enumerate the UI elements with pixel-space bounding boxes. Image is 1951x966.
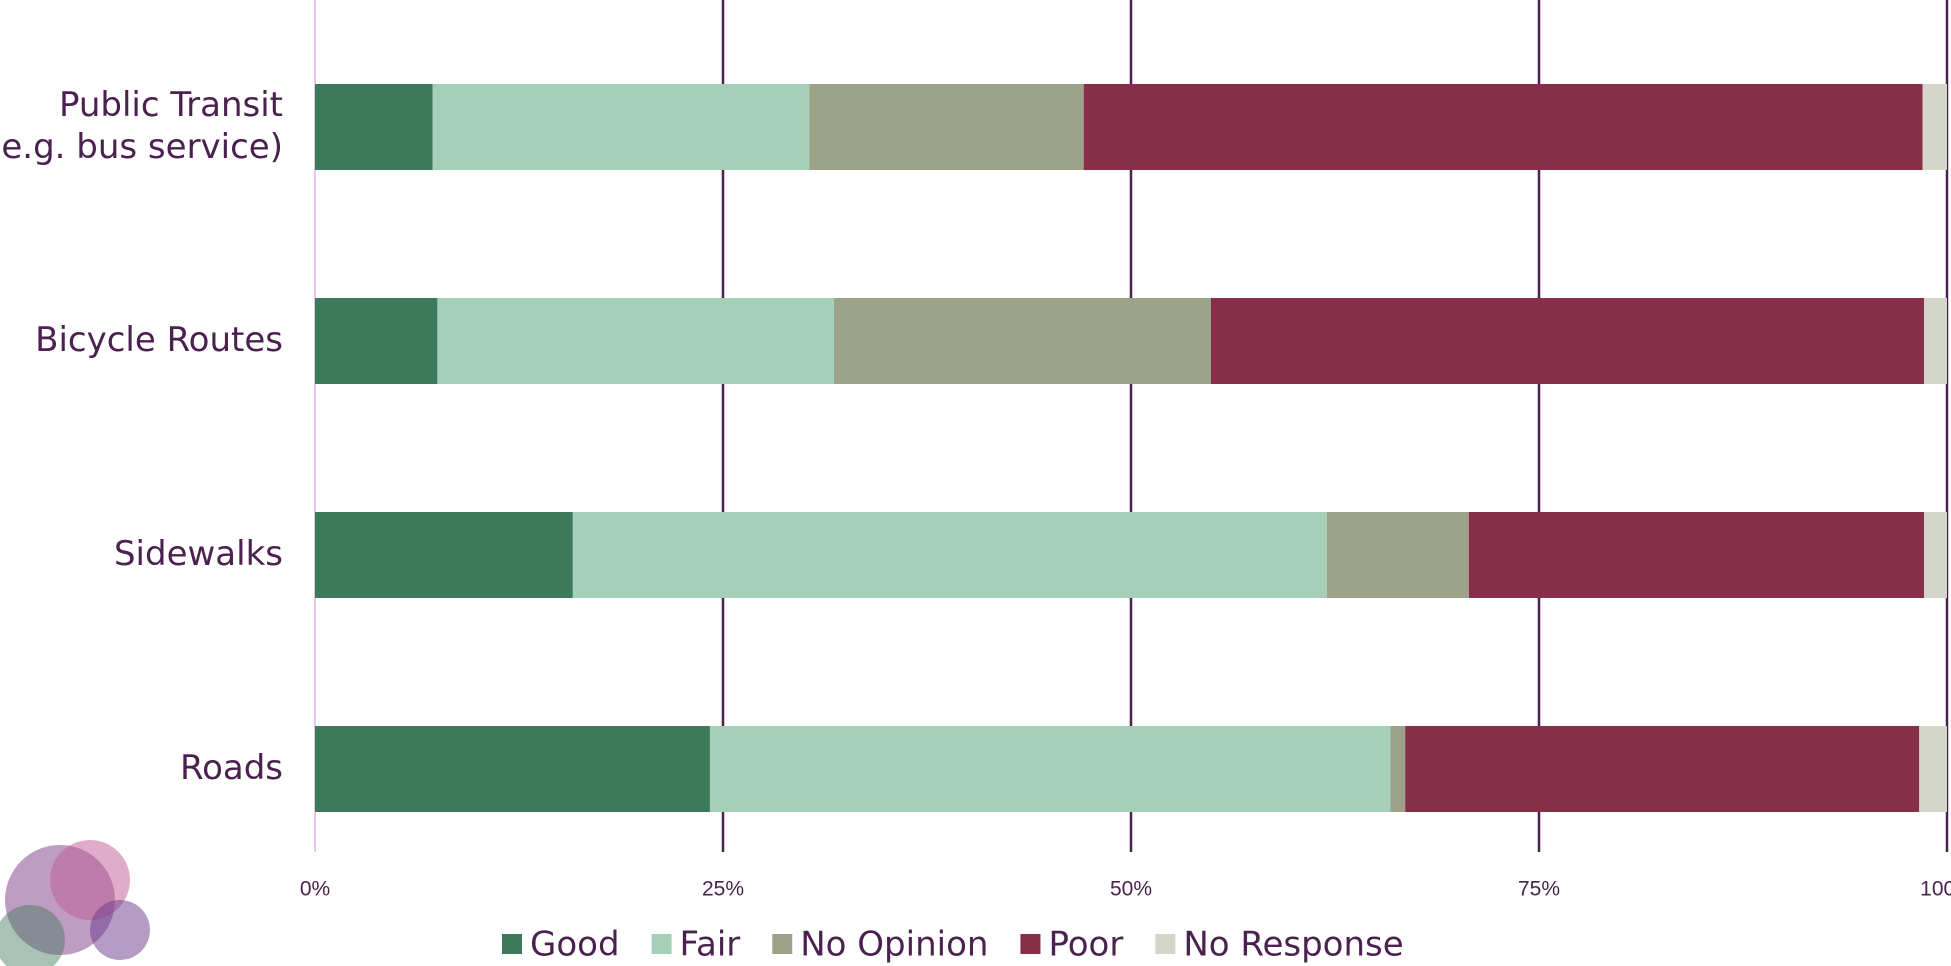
bar-segment bbox=[809, 84, 1084, 170]
legend-swatch bbox=[502, 934, 522, 954]
bar-segment bbox=[1326, 512, 1469, 598]
category-label: Bicycle Routes bbox=[35, 320, 283, 360]
x-tick-label: 25% bbox=[702, 878, 744, 901]
bar-segment bbox=[833, 298, 1211, 384]
legend-label: Fair bbox=[680, 925, 741, 965]
bar-segment bbox=[709, 726, 1391, 812]
category-label: Roads bbox=[180, 748, 283, 788]
x-tick-label: 0% bbox=[300, 878, 330, 901]
thistle-decoration bbox=[0, 840, 150, 966]
bar-segment bbox=[1919, 726, 1947, 812]
x-tick-label: 100% bbox=[1920, 878, 1951, 901]
bar-segment bbox=[315, 726, 710, 812]
bar-segment bbox=[315, 84, 433, 170]
legend-swatch bbox=[1155, 934, 1176, 954]
x-tick-label: 50% bbox=[1110, 878, 1152, 901]
bar-segment bbox=[432, 84, 810, 170]
legend-swatch bbox=[651, 934, 672, 954]
x-tick-label: 75% bbox=[1518, 878, 1560, 901]
bar-segment bbox=[1210, 298, 1925, 384]
bar-segment bbox=[437, 298, 834, 384]
legend-label: No Opinion bbox=[800, 925, 988, 965]
bar-segment bbox=[315, 298, 438, 384]
bar-segment bbox=[1924, 512, 1947, 598]
legend-swatch bbox=[1020, 934, 1041, 954]
bar-segment bbox=[1468, 512, 1925, 598]
bar-segment bbox=[315, 512, 573, 598]
category-label: Public Transit (e.g. bus service) bbox=[0, 85, 283, 167]
bar-segment bbox=[1922, 84, 1947, 170]
bar-segment bbox=[1924, 298, 1947, 384]
legend-label: Poor bbox=[1048, 925, 1123, 965]
category-label: Sidewalks bbox=[114, 534, 283, 574]
bar-segment bbox=[1405, 726, 1920, 812]
bar-segment bbox=[572, 512, 1327, 598]
legend-swatch bbox=[772, 934, 793, 954]
legend-label: Good bbox=[530, 925, 620, 965]
bar-segment bbox=[1390, 726, 1406, 812]
bar-segment bbox=[1083, 84, 1923, 170]
legend-label: No Response bbox=[1183, 925, 1403, 965]
